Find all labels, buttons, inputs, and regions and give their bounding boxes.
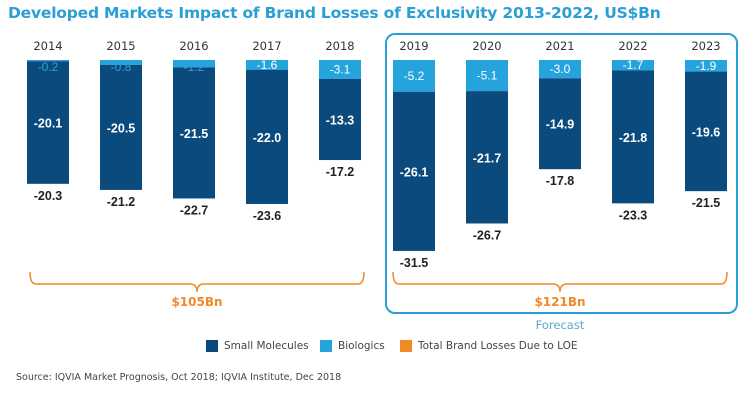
bar-small-molecules bbox=[319, 78, 361, 161]
data-label-small-molecules: -13.3 bbox=[326, 113, 355, 127]
legend-label: Total Brand Losses Due to LOE bbox=[418, 340, 578, 352]
bar-small-molecules bbox=[173, 67, 215, 199]
data-label-biologics: -0.8 bbox=[111, 60, 132, 74]
data-label-small-molecules: -22.0 bbox=[253, 131, 282, 145]
bar-biologics bbox=[685, 60, 727, 72]
bar-chart: 2014 -0.2 -20.1 -20.3 2015 -0.8 -20.5 -21.2 2016… bbox=[27, 33, 738, 332]
brace-2014-2018 bbox=[29, 271, 365, 293]
data-label-biologics: -1.2 bbox=[184, 60, 205, 74]
data-label-total: -23.6 bbox=[253, 209, 282, 223]
legend-swatch-biologics bbox=[320, 340, 332, 352]
data-label-total: -21.5 bbox=[692, 196, 721, 210]
data-label-biologics: -3.0 bbox=[550, 62, 571, 76]
bar-biologics bbox=[612, 60, 654, 71]
data-label-small-molecules: -21.8 bbox=[619, 131, 648, 145]
data-label-small-molecules: -20.5 bbox=[107, 121, 136, 135]
forecast-box bbox=[385, 33, 738, 314]
group-total-label: $105Bn bbox=[171, 295, 222, 309]
legend-label: Biologics bbox=[338, 340, 385, 352]
data-label-total: -26.7 bbox=[473, 228, 502, 242]
year-label: 2023 bbox=[691, 39, 720, 53]
data-label-total: -21.2 bbox=[107, 195, 136, 209]
legend-item-total-losses: Total Brand Losses Due to LOE bbox=[400, 340, 578, 352]
chart-title: Developed Markets Impact of Brand Losses… bbox=[8, 4, 661, 22]
data-label-small-molecules: -14.9 bbox=[546, 118, 575, 132]
bar-small-molecules bbox=[393, 91, 435, 251]
group-total-label: $121Bn bbox=[534, 295, 585, 309]
bar-biologics bbox=[173, 60, 215, 68]
year-label: 2021 bbox=[545, 39, 574, 53]
data-label-biologics: -5.1 bbox=[477, 69, 498, 83]
year-label: 2019 bbox=[399, 39, 428, 53]
legend-label: Small Molecules bbox=[224, 340, 309, 352]
legend-item-small-molecules: Small Molecules bbox=[206, 340, 309, 352]
brace-2019-2023 bbox=[392, 271, 728, 293]
data-label-total: -17.2 bbox=[326, 165, 355, 179]
data-label-total: -20.3 bbox=[34, 189, 63, 203]
data-label-small-molecules: -19.6 bbox=[692, 125, 721, 139]
data-label-total: -23.3 bbox=[619, 208, 648, 222]
bar-small-molecules bbox=[539, 78, 581, 170]
bar-small-molecules bbox=[100, 64, 142, 190]
year-label: 2015 bbox=[106, 39, 135, 53]
legend-swatch-small-molecules bbox=[206, 340, 218, 352]
data-label-total: -17.8 bbox=[546, 174, 575, 188]
bar-small-molecules bbox=[685, 71, 727, 192]
year-label: 2018 bbox=[325, 39, 354, 53]
source-note: Source: IQVIA Market Prognosis, Oct 2018… bbox=[16, 372, 342, 383]
bar-small-molecules bbox=[246, 69, 288, 204]
data-label-small-molecules: -20.1 bbox=[34, 117, 63, 131]
bar-biologics bbox=[539, 60, 581, 79]
data-label-small-molecules: -21.5 bbox=[180, 127, 209, 141]
year-label: 2017 bbox=[252, 39, 281, 53]
data-label-biologics: -1.9 bbox=[696, 59, 717, 73]
data-label-small-molecules: -21.7 bbox=[473, 151, 502, 165]
bar-biologics bbox=[466, 60, 508, 92]
data-label-biologics: -5.2 bbox=[404, 69, 425, 83]
legend-swatch-total-losses bbox=[400, 340, 412, 352]
data-label-total: -31.5 bbox=[400, 256, 429, 270]
data-label-total: -22.7 bbox=[180, 203, 209, 217]
data-label-biologics: -3.1 bbox=[330, 62, 351, 76]
data-label-small-molecules: -26.1 bbox=[400, 165, 429, 179]
legend-item-biologics: Biologics bbox=[320, 340, 385, 352]
bar-small-molecules bbox=[612, 70, 654, 204]
bar-biologics bbox=[100, 60, 142, 65]
year-label: 2014 bbox=[33, 39, 62, 53]
bar-small-molecules bbox=[27, 61, 69, 184]
data-label-biologics: -0.2 bbox=[38, 60, 59, 74]
bar-biologics bbox=[246, 60, 288, 70]
forecast-label: Forecast bbox=[536, 318, 585, 332]
bar-biologics bbox=[27, 60, 69, 62]
data-label-biologics: -1.7 bbox=[623, 58, 644, 72]
year-label: 2022 bbox=[618, 39, 647, 53]
bar-biologics bbox=[319, 60, 361, 79]
bar-biologics bbox=[393, 60, 435, 92]
year-label: 2020 bbox=[472, 39, 501, 53]
year-label: 2016 bbox=[179, 39, 208, 53]
bar-small-molecules bbox=[466, 91, 508, 224]
data-label-biologics: -1.6 bbox=[257, 58, 278, 72]
